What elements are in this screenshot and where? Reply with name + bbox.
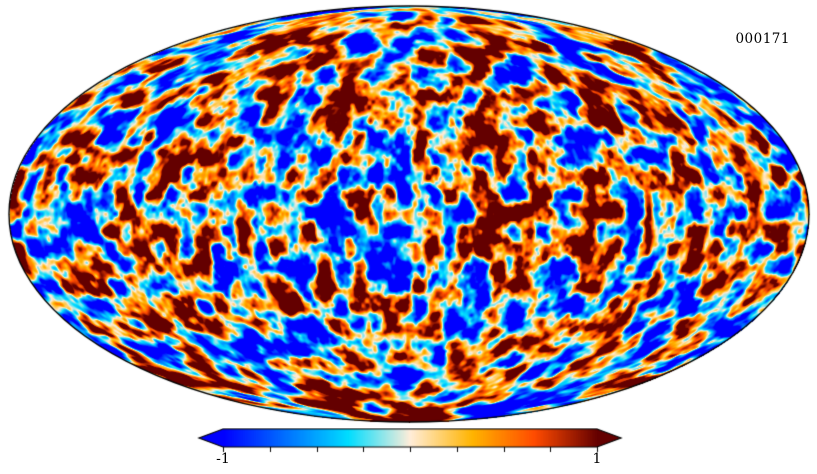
mollweide-map-canvas (0, 0, 817, 426)
frame-number-label: 000171 (735, 31, 790, 47)
colorbar-tick-label-max: 1 (592, 451, 602, 467)
colorbar (197, 428, 623, 454)
colorbar-tick-label-min: -1 (216, 451, 230, 467)
